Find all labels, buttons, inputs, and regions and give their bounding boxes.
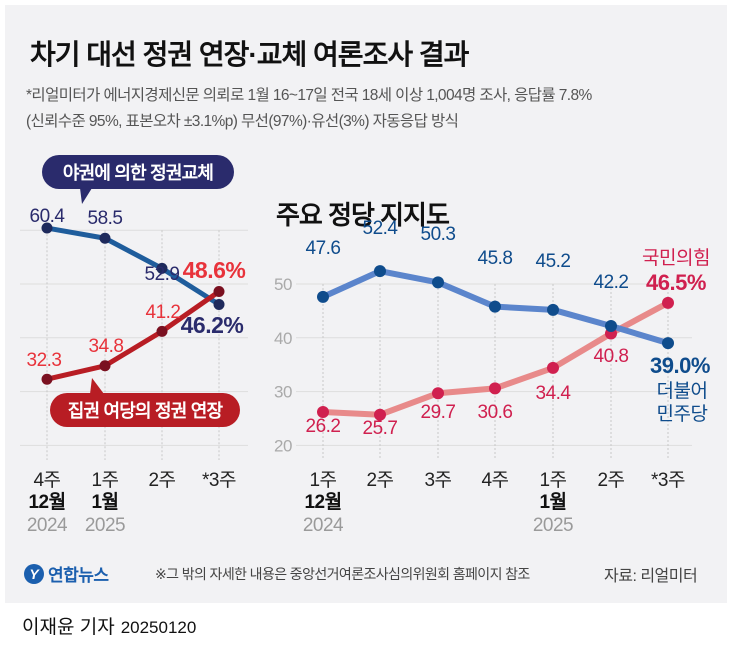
x-tick-label: *3주 [202,470,236,491]
opposition-point [41,222,53,234]
ruling-bubble-tail [90,378,104,394]
reporter-name: 이재윤 기자 [22,617,115,638]
ppp-point [374,408,386,421]
opposition-bubble-tail [80,188,92,204]
x-tick-label: 1주 [91,470,118,491]
dp-data-label: 52.4 [363,218,399,239]
opposition-point [99,232,111,244]
dp-point [432,276,444,289]
page-title: 차기 대선 정권 연장·교체 여론조사 결과 [30,39,469,70]
dp-data-label: 50.3 [421,224,456,245]
x-tick-label: 2주 [366,470,393,491]
opposition-last-label: 46.2% [181,312,244,338]
ruling-line [46,289,221,382]
year-label: 2025 [533,515,573,536]
opposition-data-label: 58.5 [88,208,123,229]
opposition-data-label: 60.4 [30,206,66,227]
ruling-data-label: 34.8 [89,336,124,357]
dp-data-label: 47.6 [306,238,341,259]
ppp-data-label: 34.4 [536,383,572,404]
publish-date: 20250120 [120,618,197,637]
ppp-data-label: 29.7 [421,402,456,423]
month-label: 1월 [539,491,566,513]
x-tick-label: 4주 [33,470,60,491]
opposition-series-label: 야권에 의한 정권교체 [42,155,234,189]
ruling-point [213,286,225,298]
opposition-point [213,298,225,310]
ppp-data-label: 25.7 [363,418,398,439]
yonhap-logo-icon: Y [24,563,44,584]
month-label: 1월 [91,491,118,513]
x-tick-label: 4주 [481,470,508,491]
ppp-point [489,382,501,395]
y-tick-label: 50 [274,275,292,294]
ruling-data-label: 32.3 [27,350,62,371]
dp-data-label: 45.2 [536,251,571,272]
ppp-last-label: 46.5% [646,270,706,295]
opposition-line [46,225,221,307]
data-source: 자료: 리얼미터 [604,568,698,585]
year-label: 2025 [85,515,125,536]
month-label: 12월 [304,491,341,513]
infographic-panel [5,5,727,603]
ruling-point [156,325,168,337]
ruling-point [41,373,53,385]
x-tick-label: 2주 [148,470,175,491]
logo-text: 연합뉴스 [48,566,109,585]
dp-point [317,290,329,303]
x-tick-label: 3주 [424,470,451,491]
ruling-data-label: 41.2 [146,302,181,323]
month-label: 12월 [28,491,65,513]
dp-point [374,265,386,278]
ppp-data-label: 40.8 [594,346,629,367]
ppp-data-label: 30.6 [478,402,513,423]
byline: 이재윤 기자 20250120 [22,612,196,639]
year-label: 2024 [27,515,68,536]
dp-point [605,319,617,332]
dp-legend-line2: 민주당 [657,403,708,425]
yonhap-logo: Y 연합뉴스 [24,561,109,586]
y-tick-label: 30 [274,383,292,402]
ppp-point [662,296,674,309]
footnote: ※그 밖의 자세한 내용은 중앙선거여론조사심의위원회 홈페이지 참조 [155,566,530,582]
ppp-legend: 국민의힘 [642,247,710,269]
dp-point [662,337,674,350]
dp-data-label: 42.2 [594,272,629,293]
x-tick-label: 1주 [539,470,566,491]
ppp-point [432,387,444,400]
dp-point [489,300,501,313]
opposition-data-label: 52.9 [145,264,180,285]
x-tick-label: 2주 [597,470,624,491]
ppp-point [317,406,329,419]
opposition-point [156,262,168,274]
survey-note-line1: *리얼미터가 에너지경제신문 의뢰로 1월 16~17일 전국 18세 이상 1… [26,87,592,104]
y-tick-label: 20 [274,436,292,455]
ruling-point [99,360,111,372]
party-chart-title: 주요 정당 지지도 [276,200,450,230]
dp-legend-line1: 더불어 [657,380,708,402]
dp-last-label: 39.0% [650,353,710,378]
ppp-data-label: 26.2 [306,416,341,437]
survey-note-line2: (신뢰수준 95%, 표본오차 ±3.1%p) 무선(97%)·유선(3%) 자… [26,113,459,130]
dp-data-label: 45.8 [478,248,513,269]
x-tick-label: 1주 [309,470,336,491]
year-label: 2024 [303,515,344,536]
y-tick-label: 40 [274,329,292,348]
ppp-point [547,361,559,374]
ruling-series-label: 집권 여당의 정권 연장 [50,393,240,427]
ruling-last-label: 48.6% [183,257,246,283]
dp-point [547,303,559,316]
x-tick-label: *3주 [651,470,685,491]
